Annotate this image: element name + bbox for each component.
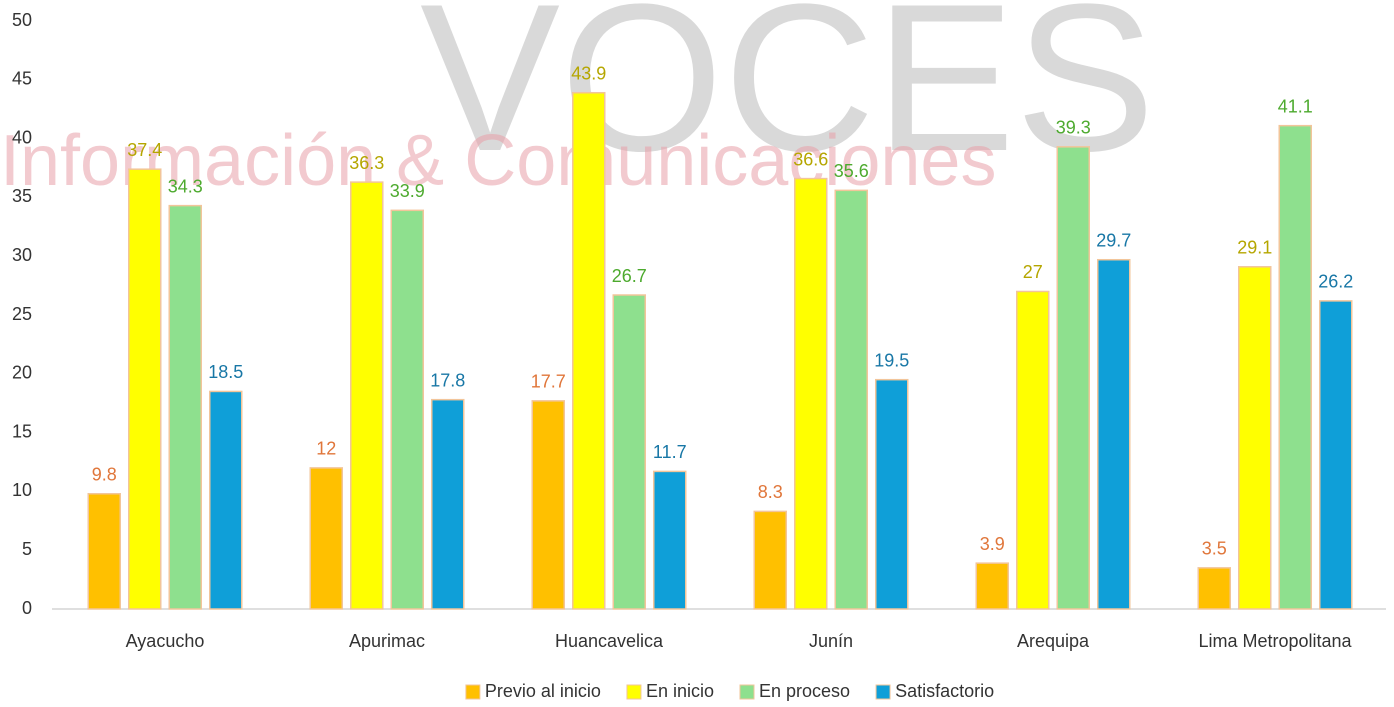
bar bbox=[753, 510, 787, 610]
y-tick-label: 30 bbox=[12, 245, 32, 265]
legend-label: En proceso bbox=[759, 681, 850, 701]
legend-label: Satisfactorio bbox=[895, 681, 994, 701]
bar bbox=[653, 470, 687, 610]
data-label: 29.1 bbox=[1237, 238, 1272, 258]
data-label: 11.7 bbox=[653, 442, 687, 462]
bar bbox=[1016, 290, 1050, 610]
watermark: Información & Comunicaciones bbox=[0, 121, 996, 201]
data-label: 19.5 bbox=[874, 350, 909, 370]
data-label: 26.7 bbox=[612, 266, 647, 286]
y-tick-label: 40 bbox=[12, 127, 32, 147]
bar bbox=[1319, 300, 1353, 610]
bar bbox=[309, 467, 343, 610]
data-label: 29.7 bbox=[1096, 230, 1131, 250]
bar bbox=[834, 189, 868, 610]
x-tick-label: Junín bbox=[809, 631, 853, 651]
bar bbox=[531, 400, 565, 610]
bar bbox=[975, 562, 1009, 610]
legend-swatch bbox=[739, 684, 755, 700]
data-label: 3.5 bbox=[1202, 539, 1227, 559]
bar bbox=[1056, 146, 1090, 610]
bar bbox=[612, 294, 646, 610]
data-label: 9.8 bbox=[92, 465, 117, 485]
y-tick-label: 5 bbox=[22, 539, 32, 559]
data-label: 36.3 bbox=[349, 153, 384, 173]
bar bbox=[87, 493, 121, 610]
bar bbox=[875, 378, 909, 610]
y-tick-label: 10 bbox=[12, 480, 32, 500]
x-tick-label: Lima Metropolitana bbox=[1198, 631, 1352, 651]
data-label: 17.8 bbox=[430, 370, 465, 390]
data-label: 27 bbox=[1023, 262, 1043, 282]
bar bbox=[572, 91, 606, 610]
bar bbox=[128, 168, 162, 610]
bar bbox=[209, 390, 243, 610]
bar bbox=[390, 209, 424, 610]
data-label: 8.3 bbox=[758, 482, 783, 502]
bar bbox=[794, 177, 828, 610]
data-label: 18.5 bbox=[208, 362, 243, 382]
x-tick-label: Huancavelica bbox=[555, 631, 664, 651]
x-tick-label: Ayacucho bbox=[126, 631, 205, 651]
bar bbox=[1197, 567, 1231, 610]
legend-label: En inicio bbox=[646, 681, 714, 701]
data-label: 37.4 bbox=[127, 140, 162, 160]
data-label: 33.9 bbox=[390, 181, 425, 201]
y-tick-label: 50 bbox=[12, 10, 32, 30]
y-tick-label: 0 bbox=[22, 598, 32, 618]
y-tick-label: 25 bbox=[12, 304, 32, 324]
data-label: 3.9 bbox=[980, 534, 1005, 554]
legend-swatch bbox=[875, 684, 891, 700]
data-label: 17.7 bbox=[531, 372, 566, 392]
x-tick-label: Apurimac bbox=[349, 631, 425, 651]
bar bbox=[350, 181, 384, 610]
bar bbox=[1097, 258, 1131, 610]
legend-label: Previo al inicio bbox=[485, 681, 601, 701]
data-label: 41.1 bbox=[1278, 96, 1313, 116]
bar bbox=[1238, 266, 1272, 610]
data-label: 34.3 bbox=[168, 176, 203, 196]
data-label: 43.9 bbox=[571, 63, 606, 83]
data-label: 39.3 bbox=[1056, 118, 1091, 138]
bar bbox=[168, 204, 202, 610]
y-tick-label: 45 bbox=[12, 69, 32, 89]
y-tick-label: 20 bbox=[12, 363, 32, 383]
bar bbox=[431, 398, 465, 610]
x-tick-label: Arequipa bbox=[1017, 631, 1090, 651]
y-tick-label: 35 bbox=[12, 186, 32, 206]
bar bbox=[1278, 124, 1312, 610]
data-label: 35.6 bbox=[834, 161, 869, 181]
data-label: 12 bbox=[316, 439, 336, 459]
legend-swatch bbox=[626, 684, 642, 700]
data-label: 36.6 bbox=[793, 149, 828, 169]
y-tick-label: 15 bbox=[12, 421, 32, 441]
watermark: VOCES bbox=[420, 0, 1155, 195]
data-label: 26.2 bbox=[1318, 272, 1353, 292]
legend-swatch bbox=[465, 684, 481, 700]
